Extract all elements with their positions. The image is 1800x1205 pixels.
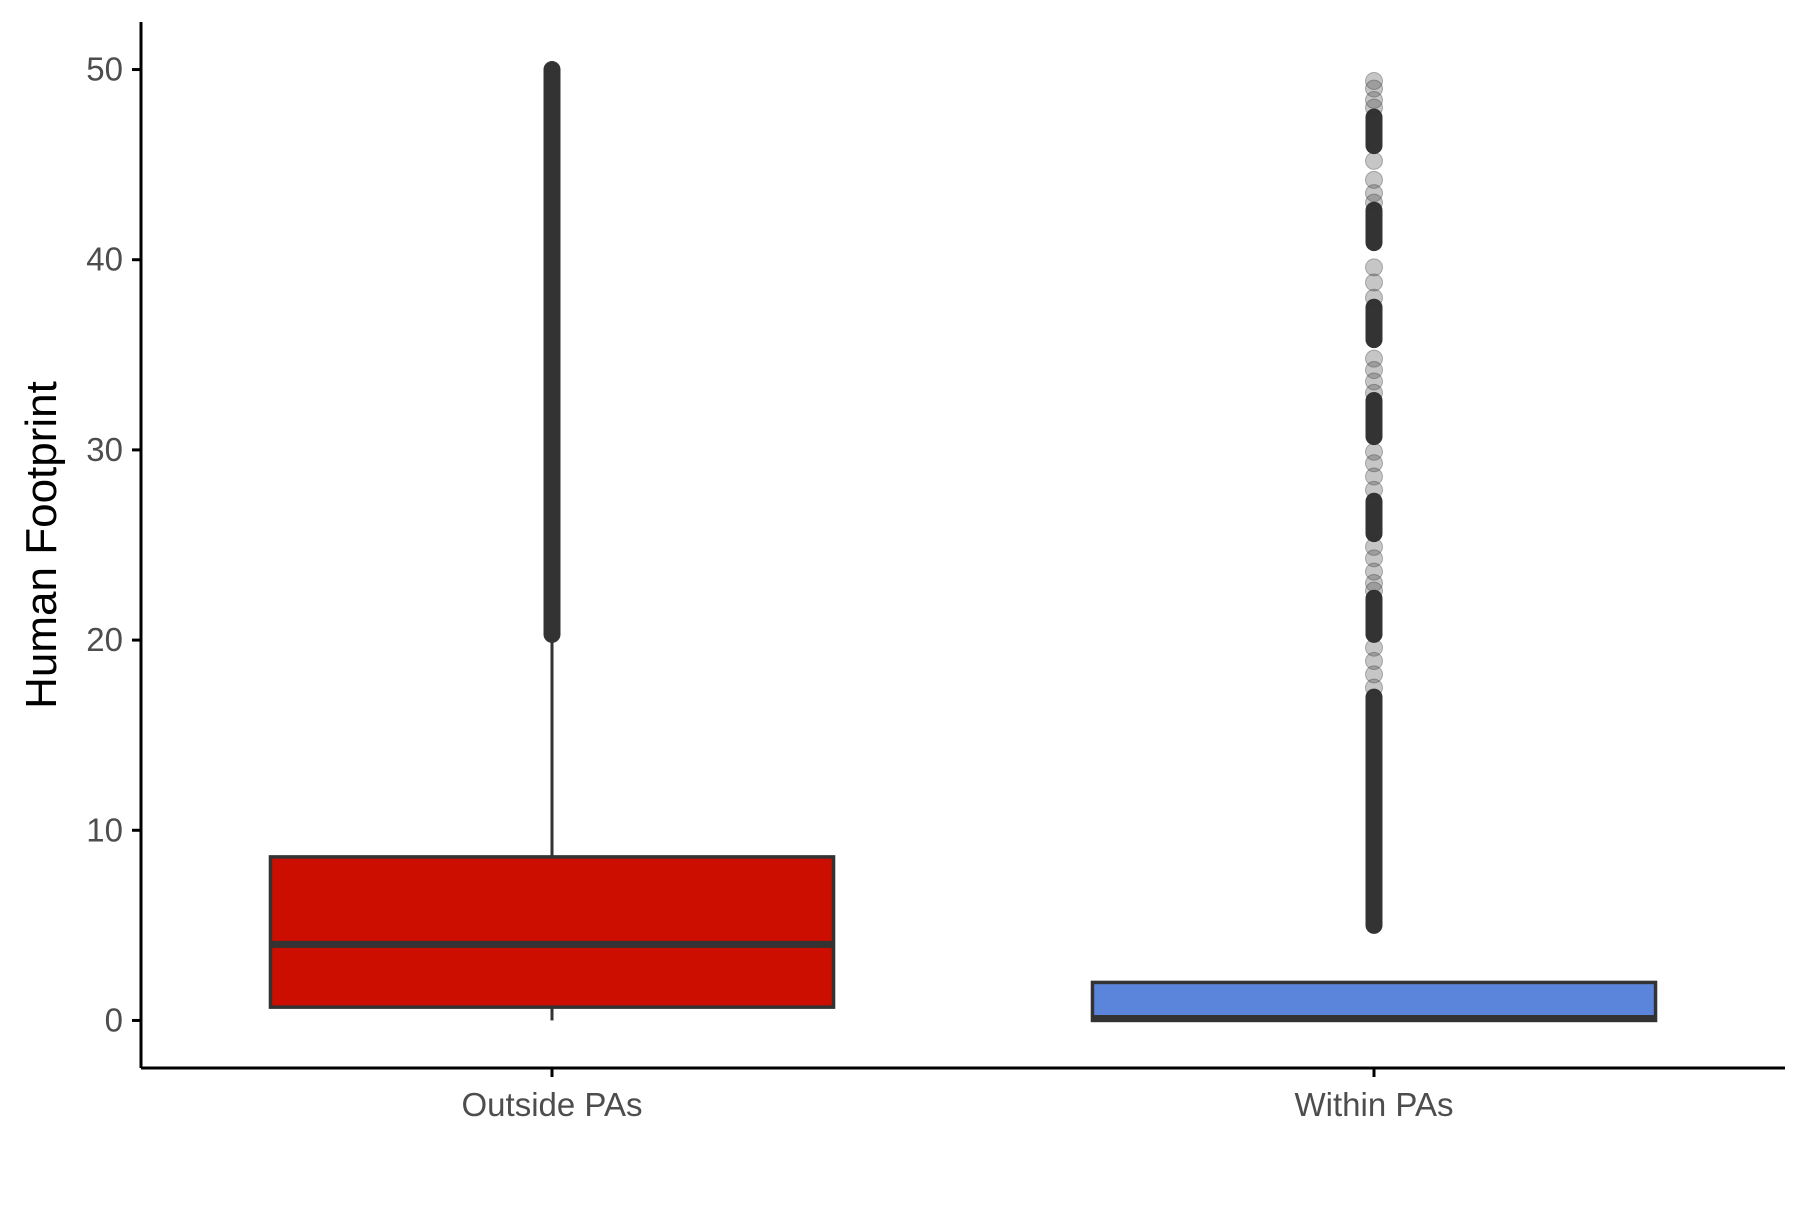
outlier-point [1365,678,1383,697]
y-axis-title: Human Footprint [17,381,66,709]
outlier-point [1365,98,1383,117]
outlier-point [1365,581,1383,600]
axes-layer [139,22,1785,1070]
y-tick-label: 0 [105,1001,123,1038]
outlier-cluster [1365,589,1383,643]
outlier-point [1365,193,1383,212]
outlier-point [1365,361,1383,380]
outlier-cluster [1365,108,1383,155]
outlier-cluster [1365,201,1383,252]
outlier-cluster [1365,492,1383,543]
box-iqr [1090,980,1658,1023]
x-tick-label: Outside PAs [462,1086,643,1123]
outlier-point [1365,288,1383,307]
y-tick-label: 50 [86,51,123,88]
outlier-point [1365,454,1383,473]
outlier-point [1365,480,1383,499]
x-ticks: Outside PAs Within PAs [462,1068,1454,1123]
outlier-point [1365,258,1383,277]
y-ticks: 0 10 20 30 40 50 [86,51,141,1038]
outlier-point [1365,151,1383,170]
outlier-point [1365,467,1383,486]
outlier-point [1365,574,1383,593]
outlier-point [1365,549,1383,568]
outlier-layer [543,61,1383,934]
outlier-cluster [1365,298,1383,349]
outlier-point [1365,665,1383,684]
outlier-point [1365,372,1383,391]
outlier-point [1365,79,1383,98]
outlier-cluster [1365,391,1383,446]
box-layer [268,634,1658,1023]
outlier-point [1365,184,1383,203]
box-iqr [268,855,836,1009]
outlier-point [1365,638,1383,657]
outlier-point [1365,71,1383,90]
outlier-cluster [1365,688,1383,934]
outlier-point [1365,383,1383,402]
y-tick-label: 40 [86,241,123,278]
x-tick-label: Within PAs [1295,1086,1454,1123]
outlier-point [1365,442,1383,461]
outlier-point [1365,537,1383,556]
outlier-point [1365,349,1383,368]
outlier-cluster [543,61,561,643]
outlier-point [1365,273,1383,292]
outlier-point [1365,90,1383,109]
outlier-point [1365,170,1383,189]
outlier-point [1365,652,1383,671]
y-tick-label: 30 [86,431,123,468]
y-tick-label: 10 [86,811,123,848]
outlier-point [1365,562,1383,581]
y-tick-label: 20 [86,621,123,658]
